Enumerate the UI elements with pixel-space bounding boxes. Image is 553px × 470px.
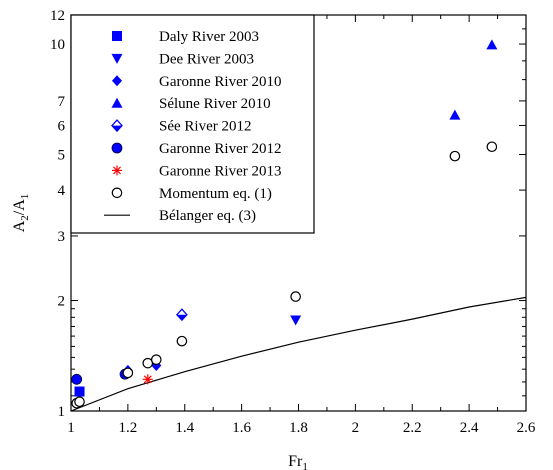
legend-marker-selune-river-2010 — [111, 97, 123, 108]
x-tick-label: 1.2 — [119, 420, 138, 436]
momentum-eq-1-point — [449, 150, 461, 162]
momentum-eq-1-point — [151, 354, 162, 365]
legend-marker-daly-river-2003 — [112, 31, 122, 41]
garonne-river-2013-point — [142, 374, 153, 385]
legend-label-selune-river-2010: Sélune River 2010 — [159, 96, 271, 112]
y-tick-label: 1 — [58, 404, 66, 420]
y-tick-label: 6 — [58, 118, 66, 134]
legend-marker-garonne-river-2010 — [112, 75, 122, 87]
y-tick-label: 5 — [58, 148, 66, 164]
legend-label-see-river-2012: Sée River 2012 — [159, 119, 251, 135]
legend-label-garonne-river-2010: Garonne River 2010 — [159, 74, 281, 90]
legend-label-garonne-river-2013: Garonne River 2013 — [159, 163, 281, 179]
selune-river-2010-point — [449, 109, 461, 120]
momentum-eq-1-point — [176, 335, 188, 347]
legend-marker-see-river-2012 — [111, 119, 123, 133]
momentum-eq-1-point — [486, 141, 498, 153]
momentum-eq-1-point — [74, 396, 85, 408]
y-axis-label: A2/A1 — [11, 194, 31, 233]
x-tick-label: 2.6 — [517, 420, 536, 436]
legend: Daly River 2003 Dee River 2003 Garonne Riv… — [70, 14, 315, 234]
x-tick-label: 2 — [352, 420, 360, 436]
data-points — [71, 39, 498, 409]
y-axis-label-subscript-1: 1 — [19, 194, 31, 200]
legend-marker-garonne-river-2013 — [112, 165, 122, 176]
legend-marker-garonne-river-2012 — [111, 142, 123, 154]
y-tick-label: 4 — [58, 183, 66, 199]
belanger-eq-3-line — [70, 296, 527, 412]
belanger-curve — [70, 296, 527, 412]
garonne-river-2012-point — [71, 373, 83, 385]
y-axis-label-slash: /A — [11, 199, 28, 215]
momentum-eq-1-point — [290, 291, 301, 302]
y-tick-label: 7 — [58, 94, 66, 110]
legend-marker-dee-river-2003 — [111, 53, 123, 64]
y-tick-label: 2 — [58, 294, 66, 310]
y-tick-label: 10 — [50, 37, 65, 53]
legend-label-garonne-river-2012: Garonne River 2012 — [159, 141, 281, 157]
legend-marker-momentum-eq-1 — [111, 187, 123, 199]
x-tick-label: 1.6 — [232, 420, 251, 436]
selune-river-2010-point — [486, 39, 498, 50]
x-tick-label: 1 — [67, 420, 75, 436]
dee-river-2003-point — [290, 315, 302, 326]
x-axis-label-subscript: 1 — [302, 461, 308, 470]
daly-river-2003-point — [74, 386, 85, 397]
legend-label-belanger-eq-3: Bélanger eq. (3) — [159, 208, 256, 224]
x-tick-label: 1.4 — [175, 420, 194, 436]
see-river-2012-point — [176, 308, 188, 322]
momentum-eq-1-point — [122, 367, 134, 379]
x-tick-label: 2.2 — [403, 420, 422, 436]
legend-box — [70, 14, 315, 234]
x-tick-label: 2.4 — [460, 420, 479, 436]
legend-label-dee-river-2003: Dee River 2003 — [159, 51, 254, 67]
x-axis-label: Fr1 — [288, 453, 308, 470]
legend-label-daly-river-2003: Daly River 2003 — [159, 29, 259, 45]
legend-label-momentum-eq-1: Momentum eq. (1) — [159, 186, 272, 202]
x-tick-label: 1.8 — [289, 420, 308, 436]
y-tick-label: 3 — [58, 229, 66, 245]
y-tick-label: 12 — [50, 8, 65, 24]
y-axis-label-subscript-2: 2 — [19, 215, 31, 221]
